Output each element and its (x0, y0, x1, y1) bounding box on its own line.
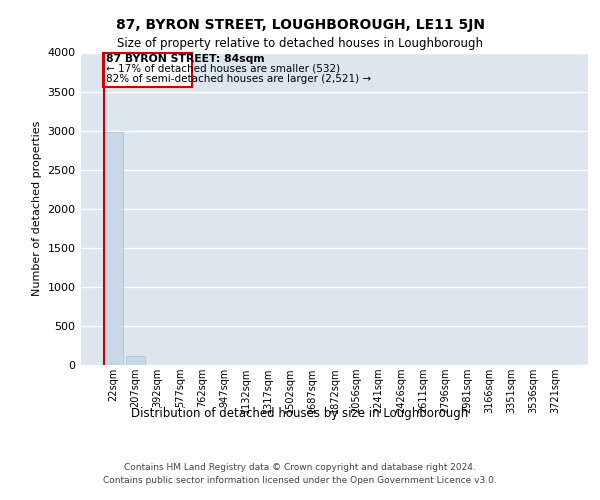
Text: 82% of semi-detached houses are larger (2,521) →: 82% of semi-detached houses are larger (… (106, 74, 371, 84)
Bar (126, 356, 145, 365)
Text: Contains public sector information licensed under the Open Government Licence v3: Contains public sector information licen… (103, 476, 497, 485)
Text: ← 17% of detached houses are smaller (532): ← 17% of detached houses are smaller (53… (106, 64, 340, 74)
Text: Distribution of detached houses by size in Loughborough: Distribution of detached houses by size … (131, 408, 469, 420)
Text: 87 BYRON STREET: 84sqm: 87 BYRON STREET: 84sqm (106, 54, 265, 64)
Text: 87, BYRON STREET, LOUGHBOROUGH, LE11 5JN: 87, BYRON STREET, LOUGHBOROUGH, LE11 5JN (115, 18, 485, 32)
Text: Contains HM Land Registry data © Crown copyright and database right 2024.: Contains HM Land Registry data © Crown c… (124, 464, 476, 472)
Bar (104, 132, 123, 365)
Bar (103, 52, 192, 87)
Text: Size of property relative to detached houses in Loughborough: Size of property relative to detached ho… (117, 38, 483, 51)
Y-axis label: Number of detached properties: Number of detached properties (32, 121, 42, 296)
